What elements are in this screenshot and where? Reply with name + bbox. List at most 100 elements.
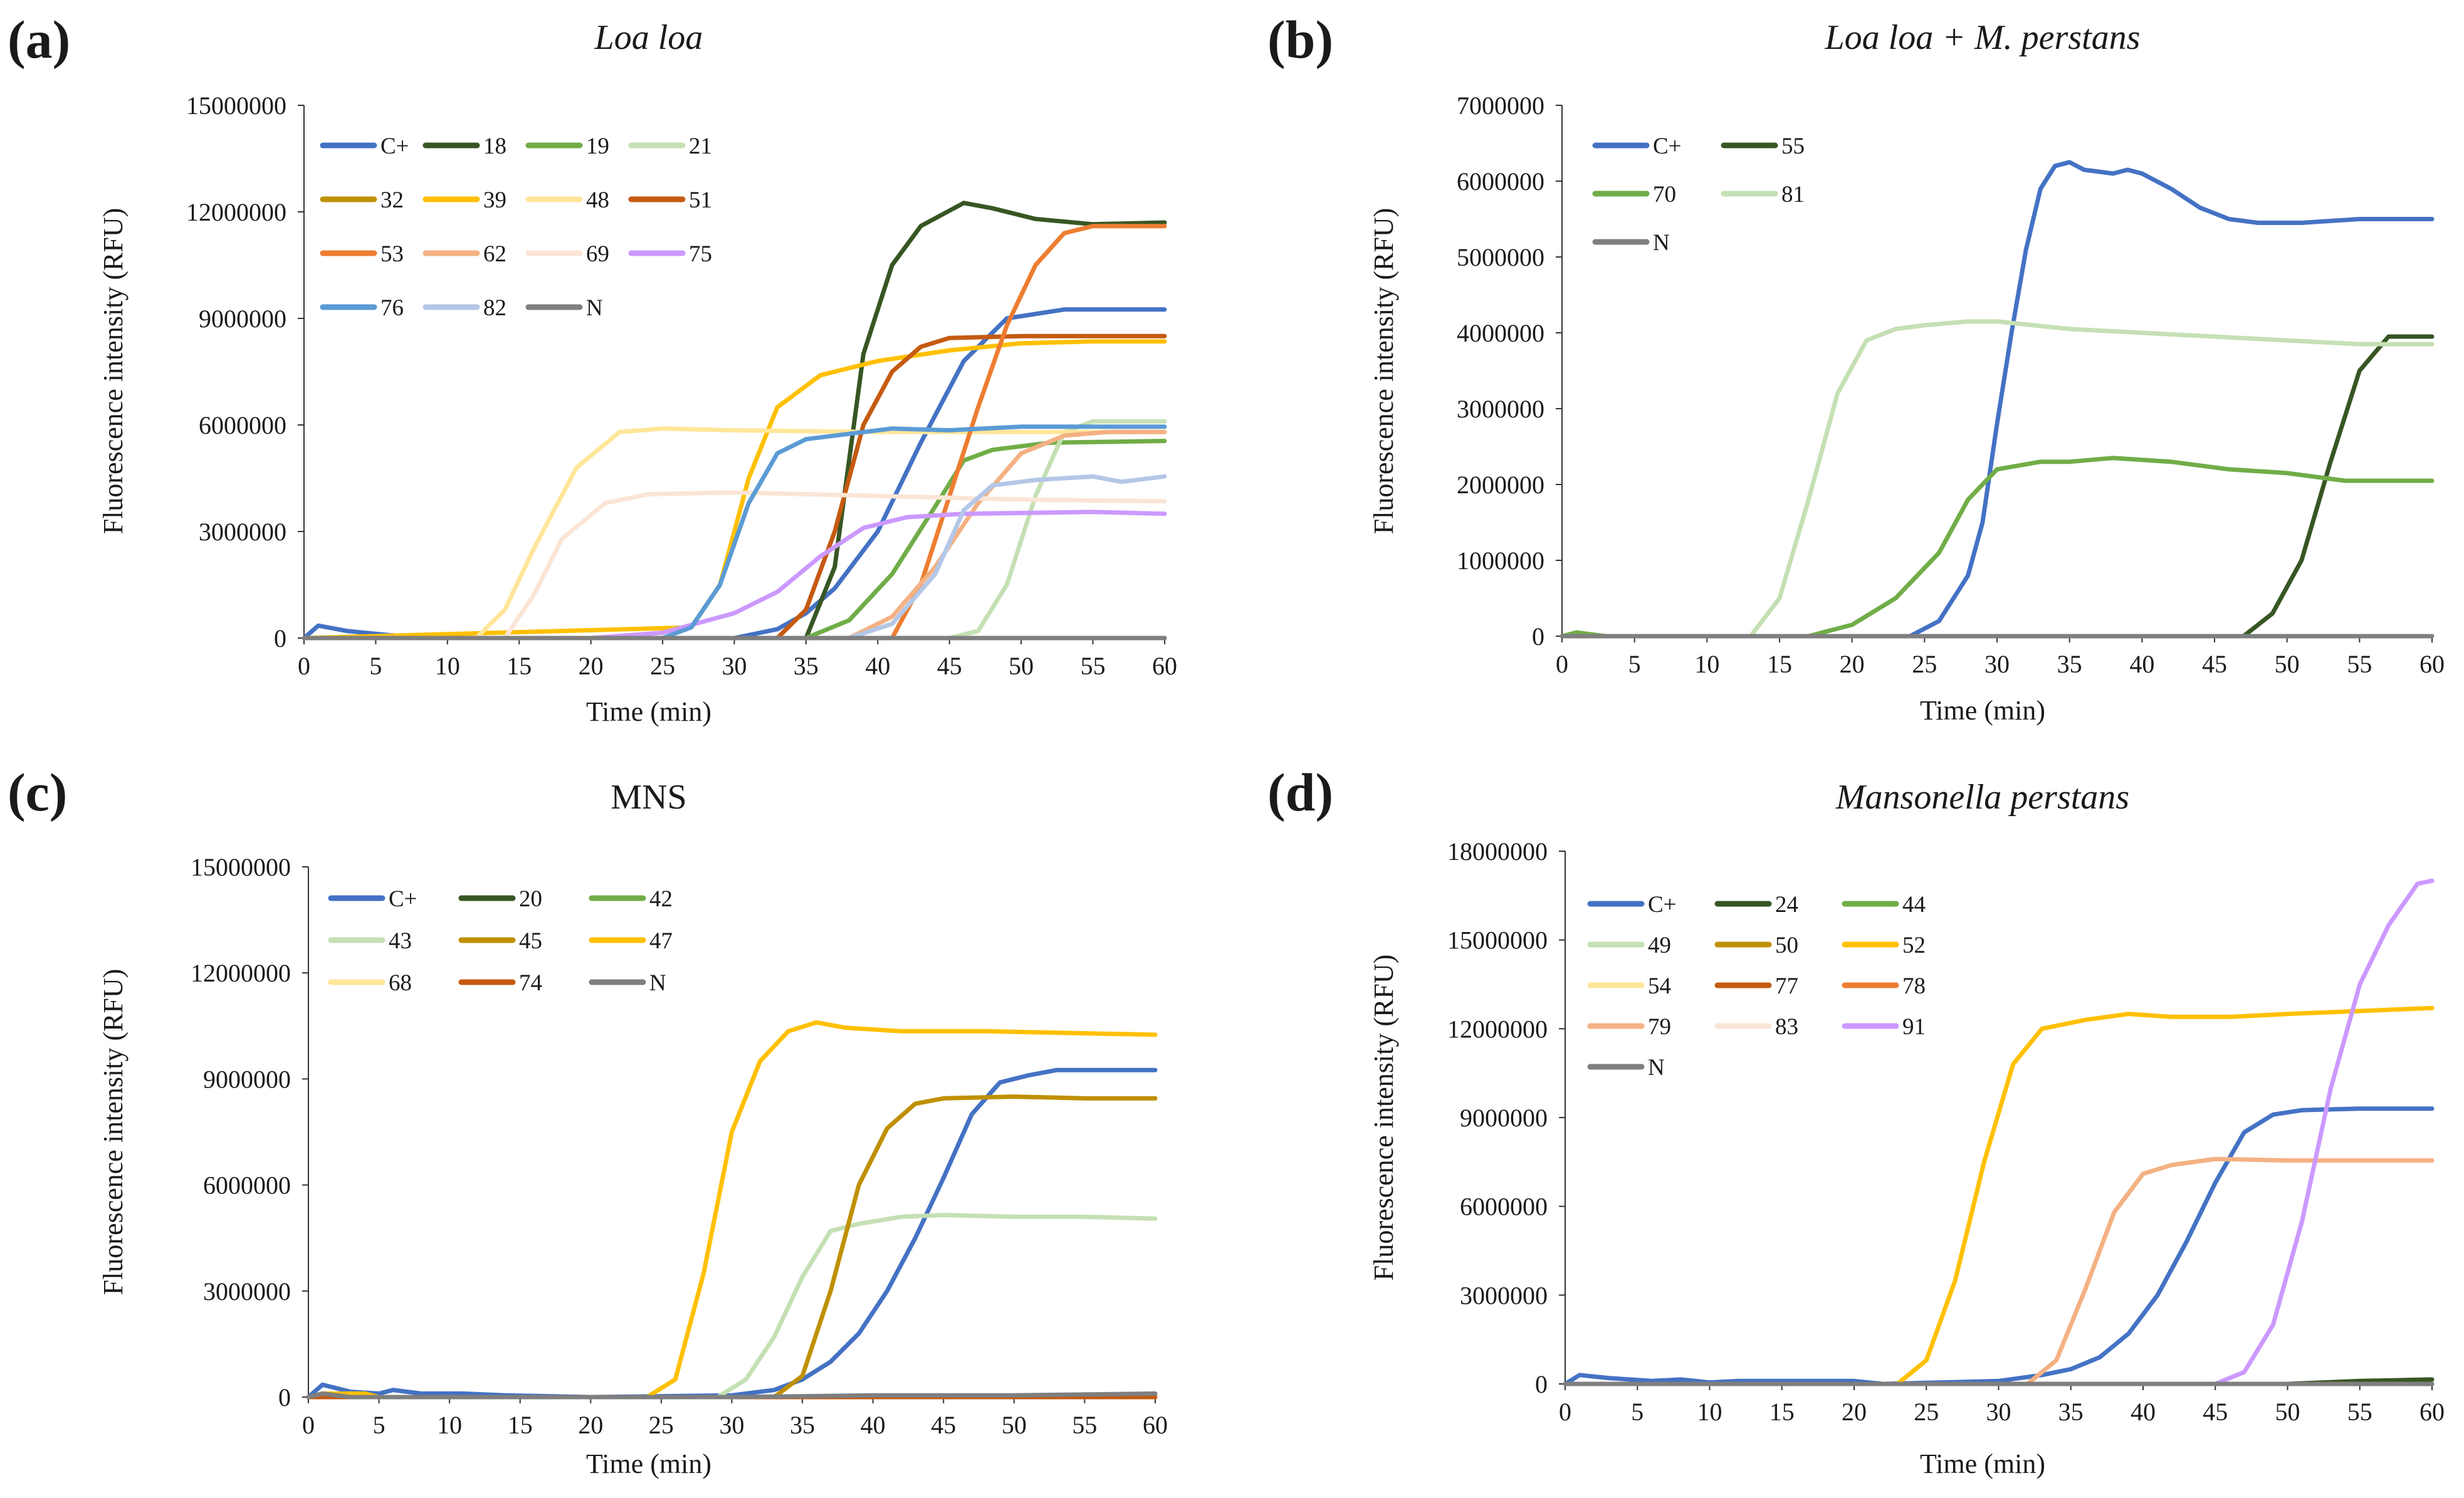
x-tick-label: 55 xyxy=(1081,652,1106,680)
legend-label: 82 xyxy=(483,295,506,321)
x-tick-label: 30 xyxy=(1986,1398,2011,1426)
legend-label: 18 xyxy=(483,134,506,159)
chart-panel-4: (d) Mansonella perstans 0 3000000 6000000 900… xyxy=(1267,762,2445,1479)
y-tick-label: 15000000 xyxy=(186,92,286,120)
x-tick-label: 25 xyxy=(1914,1398,1939,1426)
y-tick-label: 0 xyxy=(1532,622,1544,651)
legend-label: 55 xyxy=(1781,134,1805,159)
legend-label: 44 xyxy=(1902,892,1926,918)
series-line-52 xyxy=(1563,1005,2435,1386)
series-line-19 xyxy=(301,439,1167,641)
y-tick-label: 6000000 xyxy=(1457,167,1544,196)
y-tick-label: 9000000 xyxy=(1460,1104,1548,1132)
x-tick-label: 60 xyxy=(1152,652,1177,680)
y-tick-label: 6000000 xyxy=(1460,1193,1548,1221)
series-line-62 xyxy=(301,429,1167,641)
x-tick-label: 60 xyxy=(2419,650,2445,678)
legend-label: 75 xyxy=(689,241,712,267)
x-tick-label: 25 xyxy=(649,1411,674,1439)
x-tick-label: 5 xyxy=(369,652,382,680)
x-tick-label: 50 xyxy=(1002,1411,1027,1439)
y-tick-label: 3000000 xyxy=(1460,1281,1548,1309)
y-tick-label: 9000000 xyxy=(203,1065,291,1093)
legend-label: 32 xyxy=(380,187,404,213)
x-tick-label: 60 xyxy=(1143,1411,1168,1439)
x-tick-label: 55 xyxy=(2347,1398,2372,1426)
legend-label: 48 xyxy=(586,187,609,213)
chart-title: MNS xyxy=(611,778,686,817)
series-line-55 xyxy=(1560,334,2435,639)
x-tick-label: 15 xyxy=(1767,650,1792,678)
x-tick-label: 20 xyxy=(1840,650,1865,678)
y-tick-label: 0 xyxy=(278,1383,291,1412)
legend: C+ 55 70 81 N xyxy=(1592,134,1805,256)
legend-label: 91 xyxy=(1902,1014,1926,1040)
series-line-53 xyxy=(301,224,1167,641)
legend-label: 45 xyxy=(519,928,542,954)
x-tick-label: 20 xyxy=(578,1411,603,1439)
legend-label: 39 xyxy=(483,187,506,213)
y-axis-label: Fluorescence intensity (RFU) xyxy=(98,208,128,535)
legend-label: N xyxy=(1653,230,1670,256)
series-line-43 xyxy=(306,1213,1158,1400)
y-tick-label: 4000000 xyxy=(1457,319,1544,347)
series-line-N xyxy=(306,1391,1158,1400)
x-tick-label: 25 xyxy=(650,652,675,680)
x-tick-label: 10 xyxy=(1694,650,1719,678)
series-line-48 xyxy=(301,426,1167,641)
chart-title: Loa loa + M. perstans xyxy=(1825,18,2141,57)
legend-label: 77 xyxy=(1775,973,1798,999)
x-tick-label: 50 xyxy=(2275,650,2300,678)
legend-label: 76 xyxy=(380,295,404,321)
legend-label: 83 xyxy=(1775,1014,1798,1040)
y-tick-label: 0 xyxy=(274,624,286,652)
y-tick-label: 3000000 xyxy=(199,518,286,546)
y-tick-label: 2000000 xyxy=(1457,471,1544,499)
legend: C+ 24 44 49 50 52 54 77 78 79 83 91 N xyxy=(1587,892,1926,1081)
x-axis-label: Time (min) xyxy=(586,1448,711,1479)
x-tick-label: 10 xyxy=(437,1411,462,1439)
x-tick-label: 35 xyxy=(794,652,819,680)
x-tick-label: 15 xyxy=(506,652,532,680)
legend-label: 81 xyxy=(1781,182,1805,207)
y-tick-label: 0 xyxy=(1535,1370,1548,1398)
x-axis-label: Time (min) xyxy=(1920,1448,2045,1479)
x-tick-label: 45 xyxy=(2203,1398,2228,1426)
legend-label: 21 xyxy=(689,134,712,159)
series-line-51 xyxy=(301,333,1167,641)
x-tick-label: 45 xyxy=(931,1411,956,1439)
x-tick-label: 55 xyxy=(2347,650,2372,678)
legend-label: N xyxy=(649,970,666,996)
chart-title: Loa loa xyxy=(594,18,703,57)
legend-label: 69 xyxy=(586,241,609,267)
x-tick-label: 40 xyxy=(865,652,890,680)
series-line-69 xyxy=(301,490,1167,641)
legend-label: 50 xyxy=(1775,933,1798,958)
x-tick-label: 55 xyxy=(1072,1411,1097,1439)
x-tick-label: 0 xyxy=(1559,1398,1571,1426)
x-tick-label: 45 xyxy=(937,652,962,680)
y-tick-label: 6000000 xyxy=(199,411,286,439)
y-axis-label: Fluorescence intensity (RFU) xyxy=(98,969,128,1296)
panel-label: (b) xyxy=(1267,9,1333,70)
legend-label: C+ xyxy=(1653,134,1682,159)
x-tick-label: 0 xyxy=(302,1411,315,1439)
legend-label: 62 xyxy=(483,241,506,267)
legend-label: 53 xyxy=(380,241,404,267)
series-line-91 xyxy=(1563,878,2435,1386)
y-tick-label: 12000000 xyxy=(1447,1015,1548,1043)
x-tick-label: 0 xyxy=(1556,650,1568,678)
legend-label: C+ xyxy=(1648,892,1677,918)
y-tick-label: 9000000 xyxy=(199,305,286,333)
legend-label: 24 xyxy=(1775,892,1798,918)
y-tick-label: 12000000 xyxy=(186,198,286,226)
x-tick-label: 40 xyxy=(861,1411,886,1439)
legend-label: N xyxy=(1648,1055,1665,1081)
chart-title: Mansonella perstans xyxy=(1835,778,2129,817)
legend-label: 19 xyxy=(586,134,609,159)
x-tick-label: 20 xyxy=(579,652,604,680)
x-tick-label: 60 xyxy=(2419,1398,2445,1426)
y-axis-label: Fluorescence intensity (RFU) xyxy=(1368,955,1399,1281)
x-tick-label: 15 xyxy=(508,1411,533,1439)
